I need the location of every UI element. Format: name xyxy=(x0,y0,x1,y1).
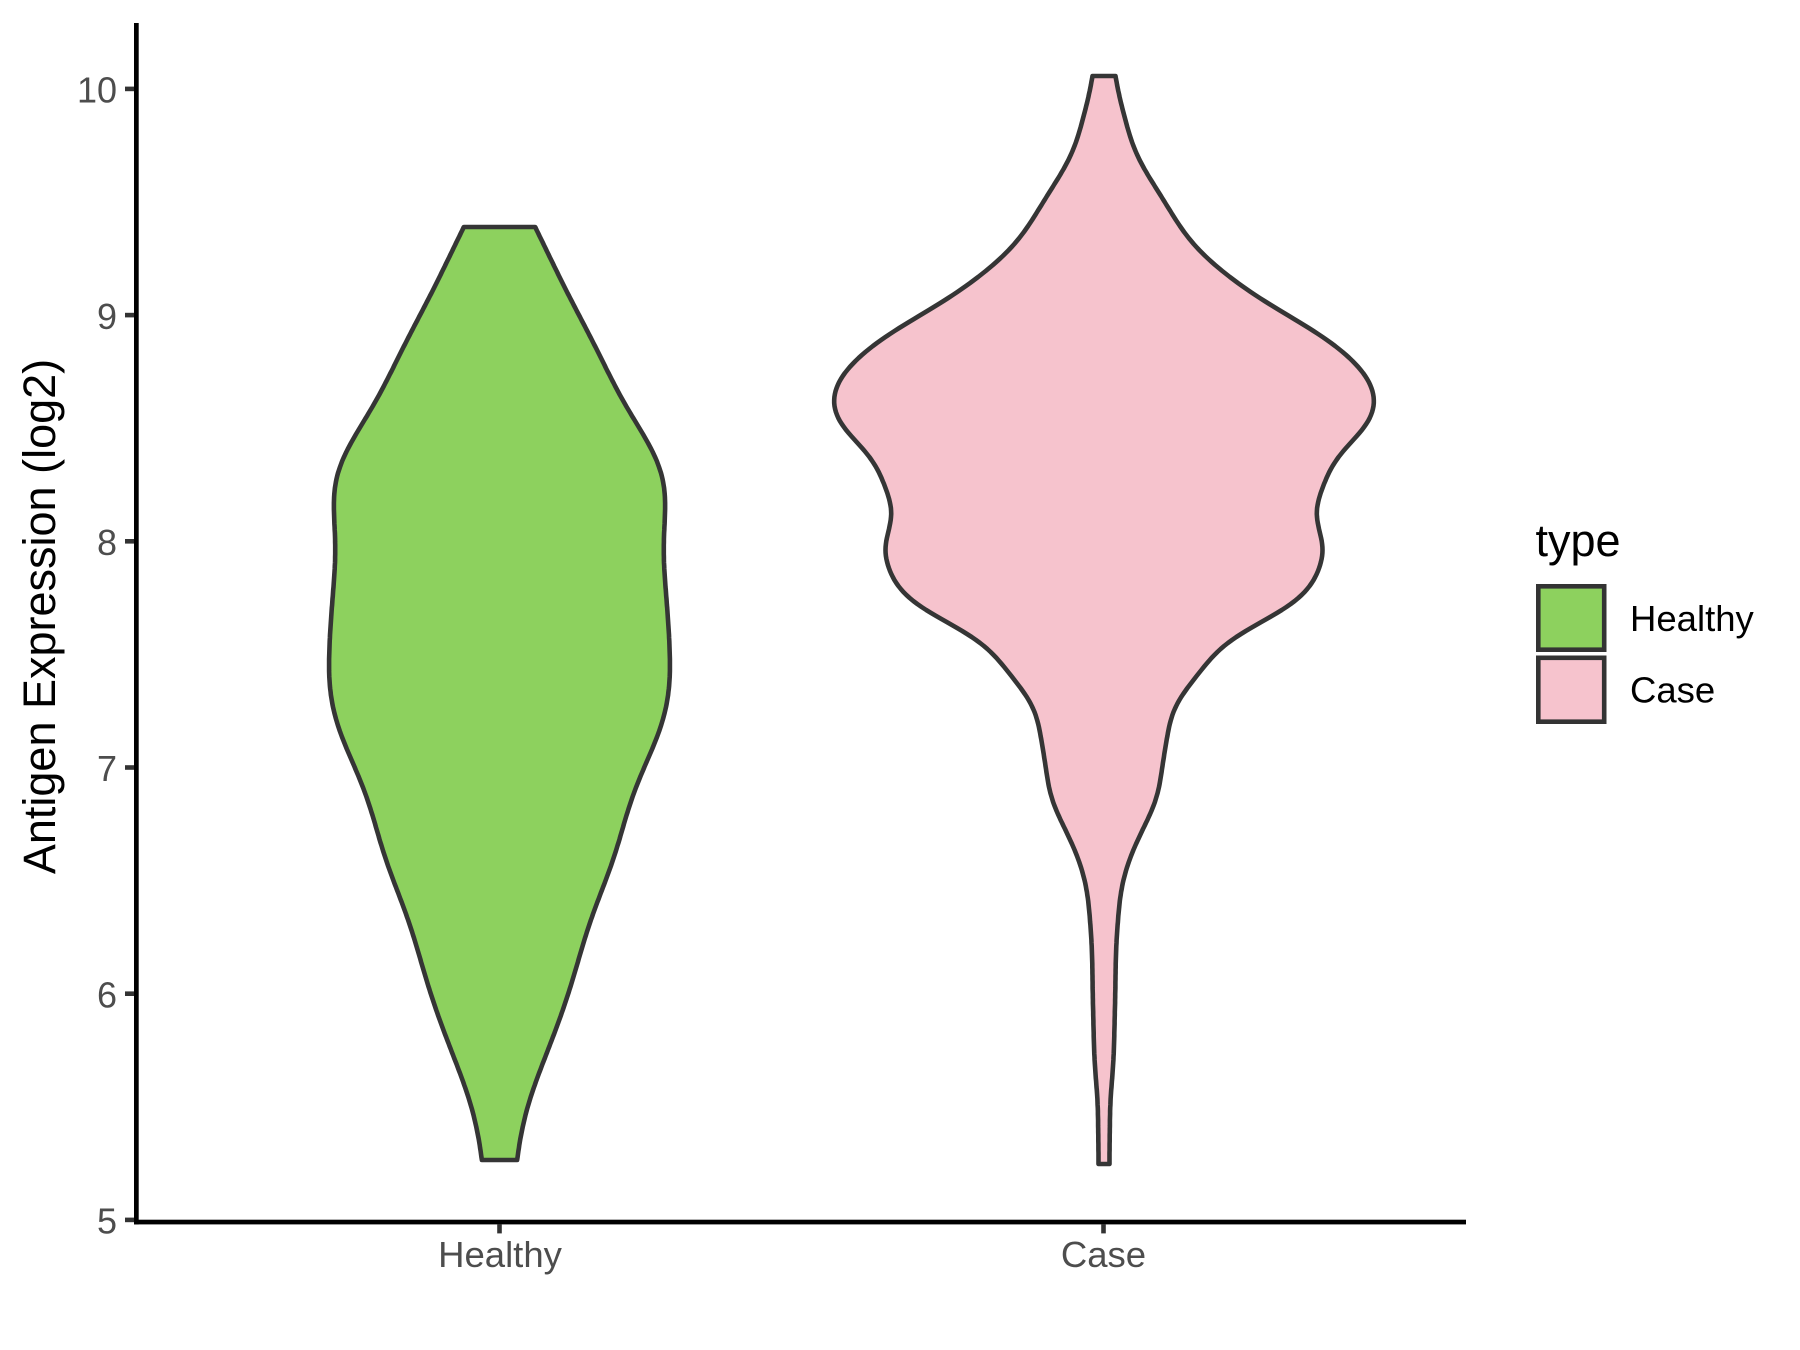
svg-text:Healthy: Healthy xyxy=(1630,598,1755,639)
svg-text:Case: Case xyxy=(1630,670,1715,711)
svg-text:Healthy: Healthy xyxy=(438,1234,563,1275)
svg-text:9: 9 xyxy=(97,296,117,337)
svg-text:Case: Case xyxy=(1061,1234,1146,1275)
svg-text:10: 10 xyxy=(77,70,117,111)
svg-text:type: type xyxy=(1536,515,1621,566)
svg-text:6: 6 xyxy=(97,974,117,1015)
svg-text:8: 8 xyxy=(97,522,117,563)
svg-text:7: 7 xyxy=(97,748,117,789)
svg-text:Antigen Expression (log2): Antigen Expression (log2) xyxy=(14,359,65,874)
svg-text:5: 5 xyxy=(97,1201,117,1242)
